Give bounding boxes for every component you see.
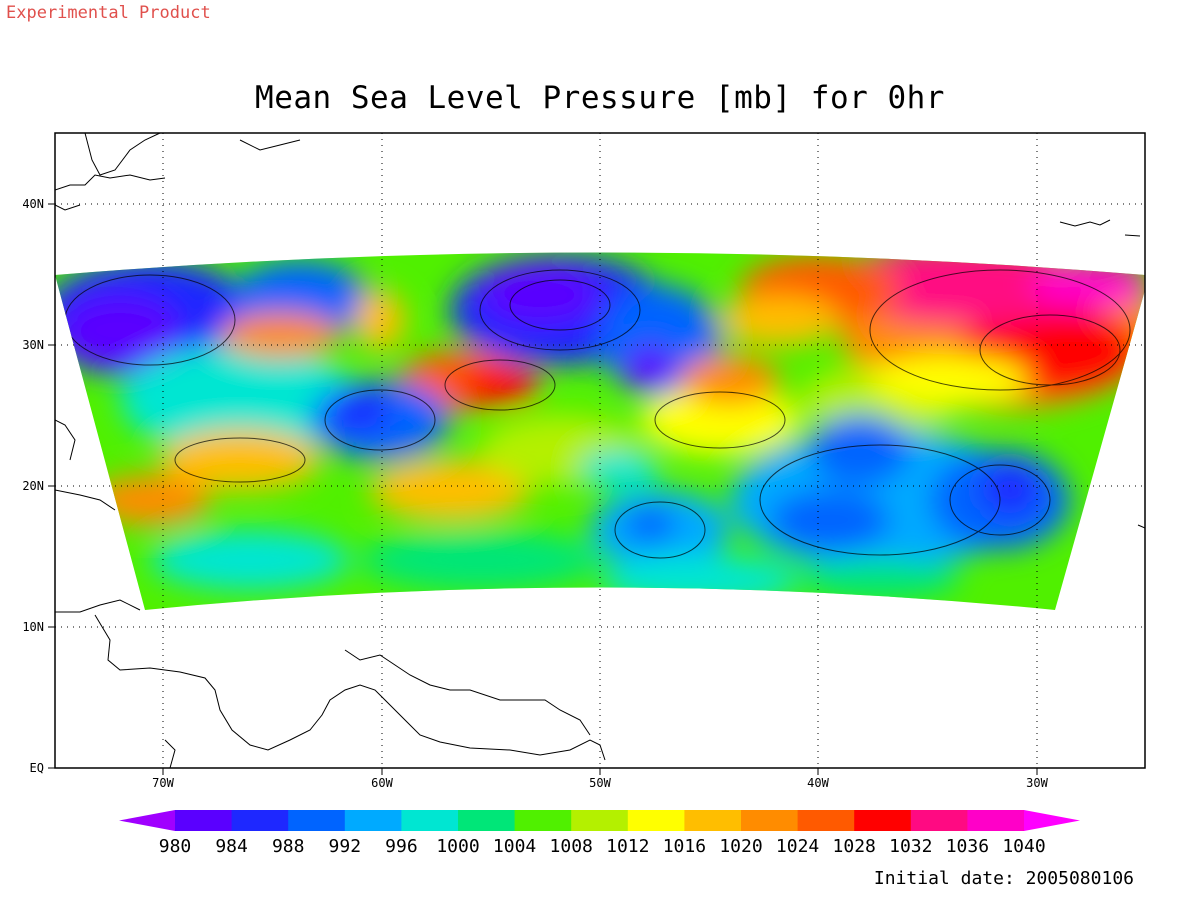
colorbar-label: 1004 bbox=[493, 836, 536, 857]
colorbar-right-arrow bbox=[1024, 810, 1080, 831]
lat-label: 30N bbox=[22, 338, 44, 352]
experimental-product-label: Experimental Product bbox=[6, 3, 211, 23]
lat-label: 20N bbox=[22, 479, 44, 493]
colorbar-swatch bbox=[854, 810, 912, 831]
colorbar-label: 992 bbox=[329, 836, 362, 857]
chart-title: Mean Sea Level Pressure [mb] for 0hr bbox=[255, 80, 945, 116]
colorbar-swatch bbox=[571, 810, 629, 831]
colorbar-label: 1028 bbox=[833, 836, 876, 857]
colorbar-swatch bbox=[231, 810, 289, 831]
lon-label: 40W bbox=[807, 776, 829, 790]
colorbar-label: 1020 bbox=[719, 836, 762, 857]
pressure-field bbox=[55, 252, 1145, 610]
colorbar-label: 1012 bbox=[606, 836, 649, 857]
lon-label: 50W bbox=[589, 776, 611, 790]
colorbar-swatch bbox=[401, 810, 459, 831]
colorbar-label: 1000 bbox=[436, 836, 479, 857]
colorbar-label: 980 bbox=[159, 836, 192, 857]
colorbar-left-arrow bbox=[119, 810, 175, 831]
colorbar: 980 984 988 992 996 1000 1004 1008 1012 1016 1020 1… bbox=[119, 810, 1080, 857]
colorbar-label: 996 bbox=[385, 836, 418, 857]
colorbar-label: 988 bbox=[272, 836, 305, 857]
colorbar-swatch bbox=[967, 810, 1025, 831]
colorbar-swatch bbox=[741, 810, 799, 831]
lat-label: 40N bbox=[22, 197, 44, 211]
lon-tick-labels: 70W 60W 50W 40W 30W bbox=[152, 776, 1048, 790]
colorbar-swatch bbox=[514, 810, 572, 831]
colorbar-label: 1016 bbox=[663, 836, 706, 857]
lon-label: 60W bbox=[371, 776, 393, 790]
colorbar-label: 1024 bbox=[776, 836, 819, 857]
lon-label: 70W bbox=[152, 776, 174, 790]
lat-label: 10N bbox=[22, 620, 44, 634]
lat-tick-labels: 40N 30N 20N 10N EQ bbox=[22, 197, 44, 775]
lat-label: EQ bbox=[30, 761, 44, 775]
colorbar-swatch bbox=[458, 810, 516, 831]
colorbar-swatch bbox=[797, 810, 855, 831]
colorbar-label: 984 bbox=[215, 836, 248, 857]
colorbar-swatch bbox=[910, 810, 968, 831]
colorbar-label: 1036 bbox=[946, 836, 989, 857]
colorbar-swatch bbox=[175, 810, 233, 831]
colorbar-label: 1040 bbox=[1002, 836, 1045, 857]
lon-label: 30W bbox=[1026, 776, 1048, 790]
colorbar-swatch bbox=[344, 810, 402, 831]
colorbar-swatch bbox=[288, 810, 346, 831]
initial-date: Initial date: 2005080106 bbox=[873, 868, 1134, 889]
colorbar-label: 1008 bbox=[550, 836, 593, 857]
tick-marks bbox=[48, 203, 1038, 775]
coastlines bbox=[55, 133, 1145, 768]
colorbar-label: 1032 bbox=[889, 836, 932, 857]
colorbar-swatch bbox=[627, 810, 685, 831]
colorbar-swatch bbox=[684, 810, 742, 831]
